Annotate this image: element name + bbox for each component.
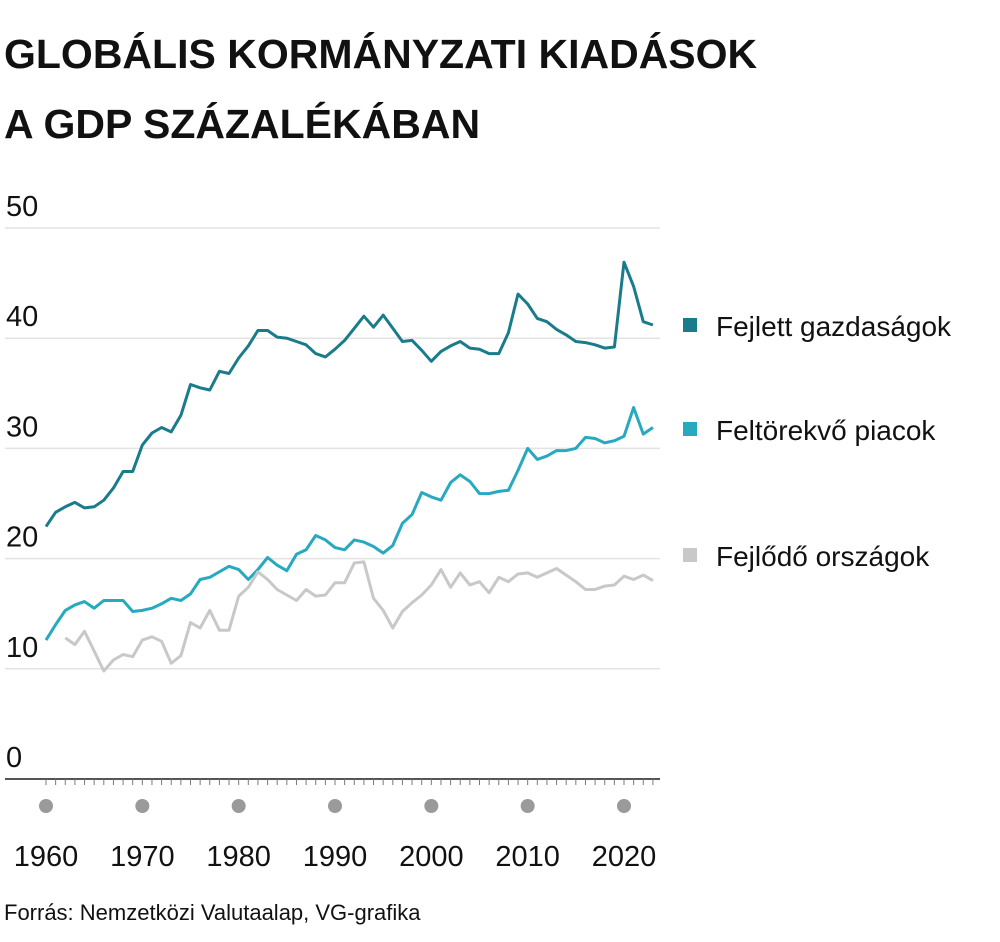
x-tick-label: 2010 bbox=[495, 841, 560, 873]
source: Forrás: Nemzetközi Valutaalap, VG-grafik… bbox=[4, 900, 421, 925]
x-tick-dot bbox=[617, 799, 631, 813]
y-tick-label: 10 bbox=[6, 632, 38, 664]
series-line bbox=[44, 260, 654, 528]
x-tick-dot bbox=[520, 799, 535, 813]
y-tick-label: 20 bbox=[6, 522, 38, 554]
x-tick-dot bbox=[231, 799, 246, 813]
chart-title: A GDP SZÁZALÉKÁBAN bbox=[4, 101, 480, 147]
x-tick-label: 2020 bbox=[592, 841, 657, 873]
y-tick-label: 50 bbox=[6, 191, 38, 223]
series-line bbox=[44, 406, 654, 641]
legend-swatch bbox=[683, 318, 697, 332]
x-tick-label: 2000 bbox=[399, 841, 464, 873]
y-tick-label: 30 bbox=[6, 411, 38, 443]
legend-label: Fejlődő országok bbox=[716, 541, 930, 572]
x-tick-label: 1960 bbox=[14, 841, 79, 873]
x-tick-label: 1970 bbox=[110, 841, 175, 873]
series-line bbox=[64, 560, 654, 673]
x-tick-dot bbox=[39, 799, 53, 813]
y-tick-label: 0 bbox=[6, 742, 22, 774]
legend-label: Feltörekvő piacok bbox=[716, 415, 936, 446]
chart-title: GLOBÁLIS KORMÁNYZATI KIADÁSOK bbox=[4, 31, 758, 77]
legend-swatch bbox=[683, 548, 697, 562]
legend-swatch bbox=[683, 422, 697, 436]
x-tick-dot bbox=[424, 799, 439, 813]
x-tick-dot bbox=[328, 799, 342, 813]
y-tick-label: 40 bbox=[6, 301, 38, 333]
x-tick-label: 1980 bbox=[206, 841, 271, 873]
legend-label: Fejlett gazdaságok bbox=[716, 311, 952, 342]
x-tick-label: 1990 bbox=[303, 841, 368, 873]
x-tick-dot bbox=[135, 799, 150, 813]
